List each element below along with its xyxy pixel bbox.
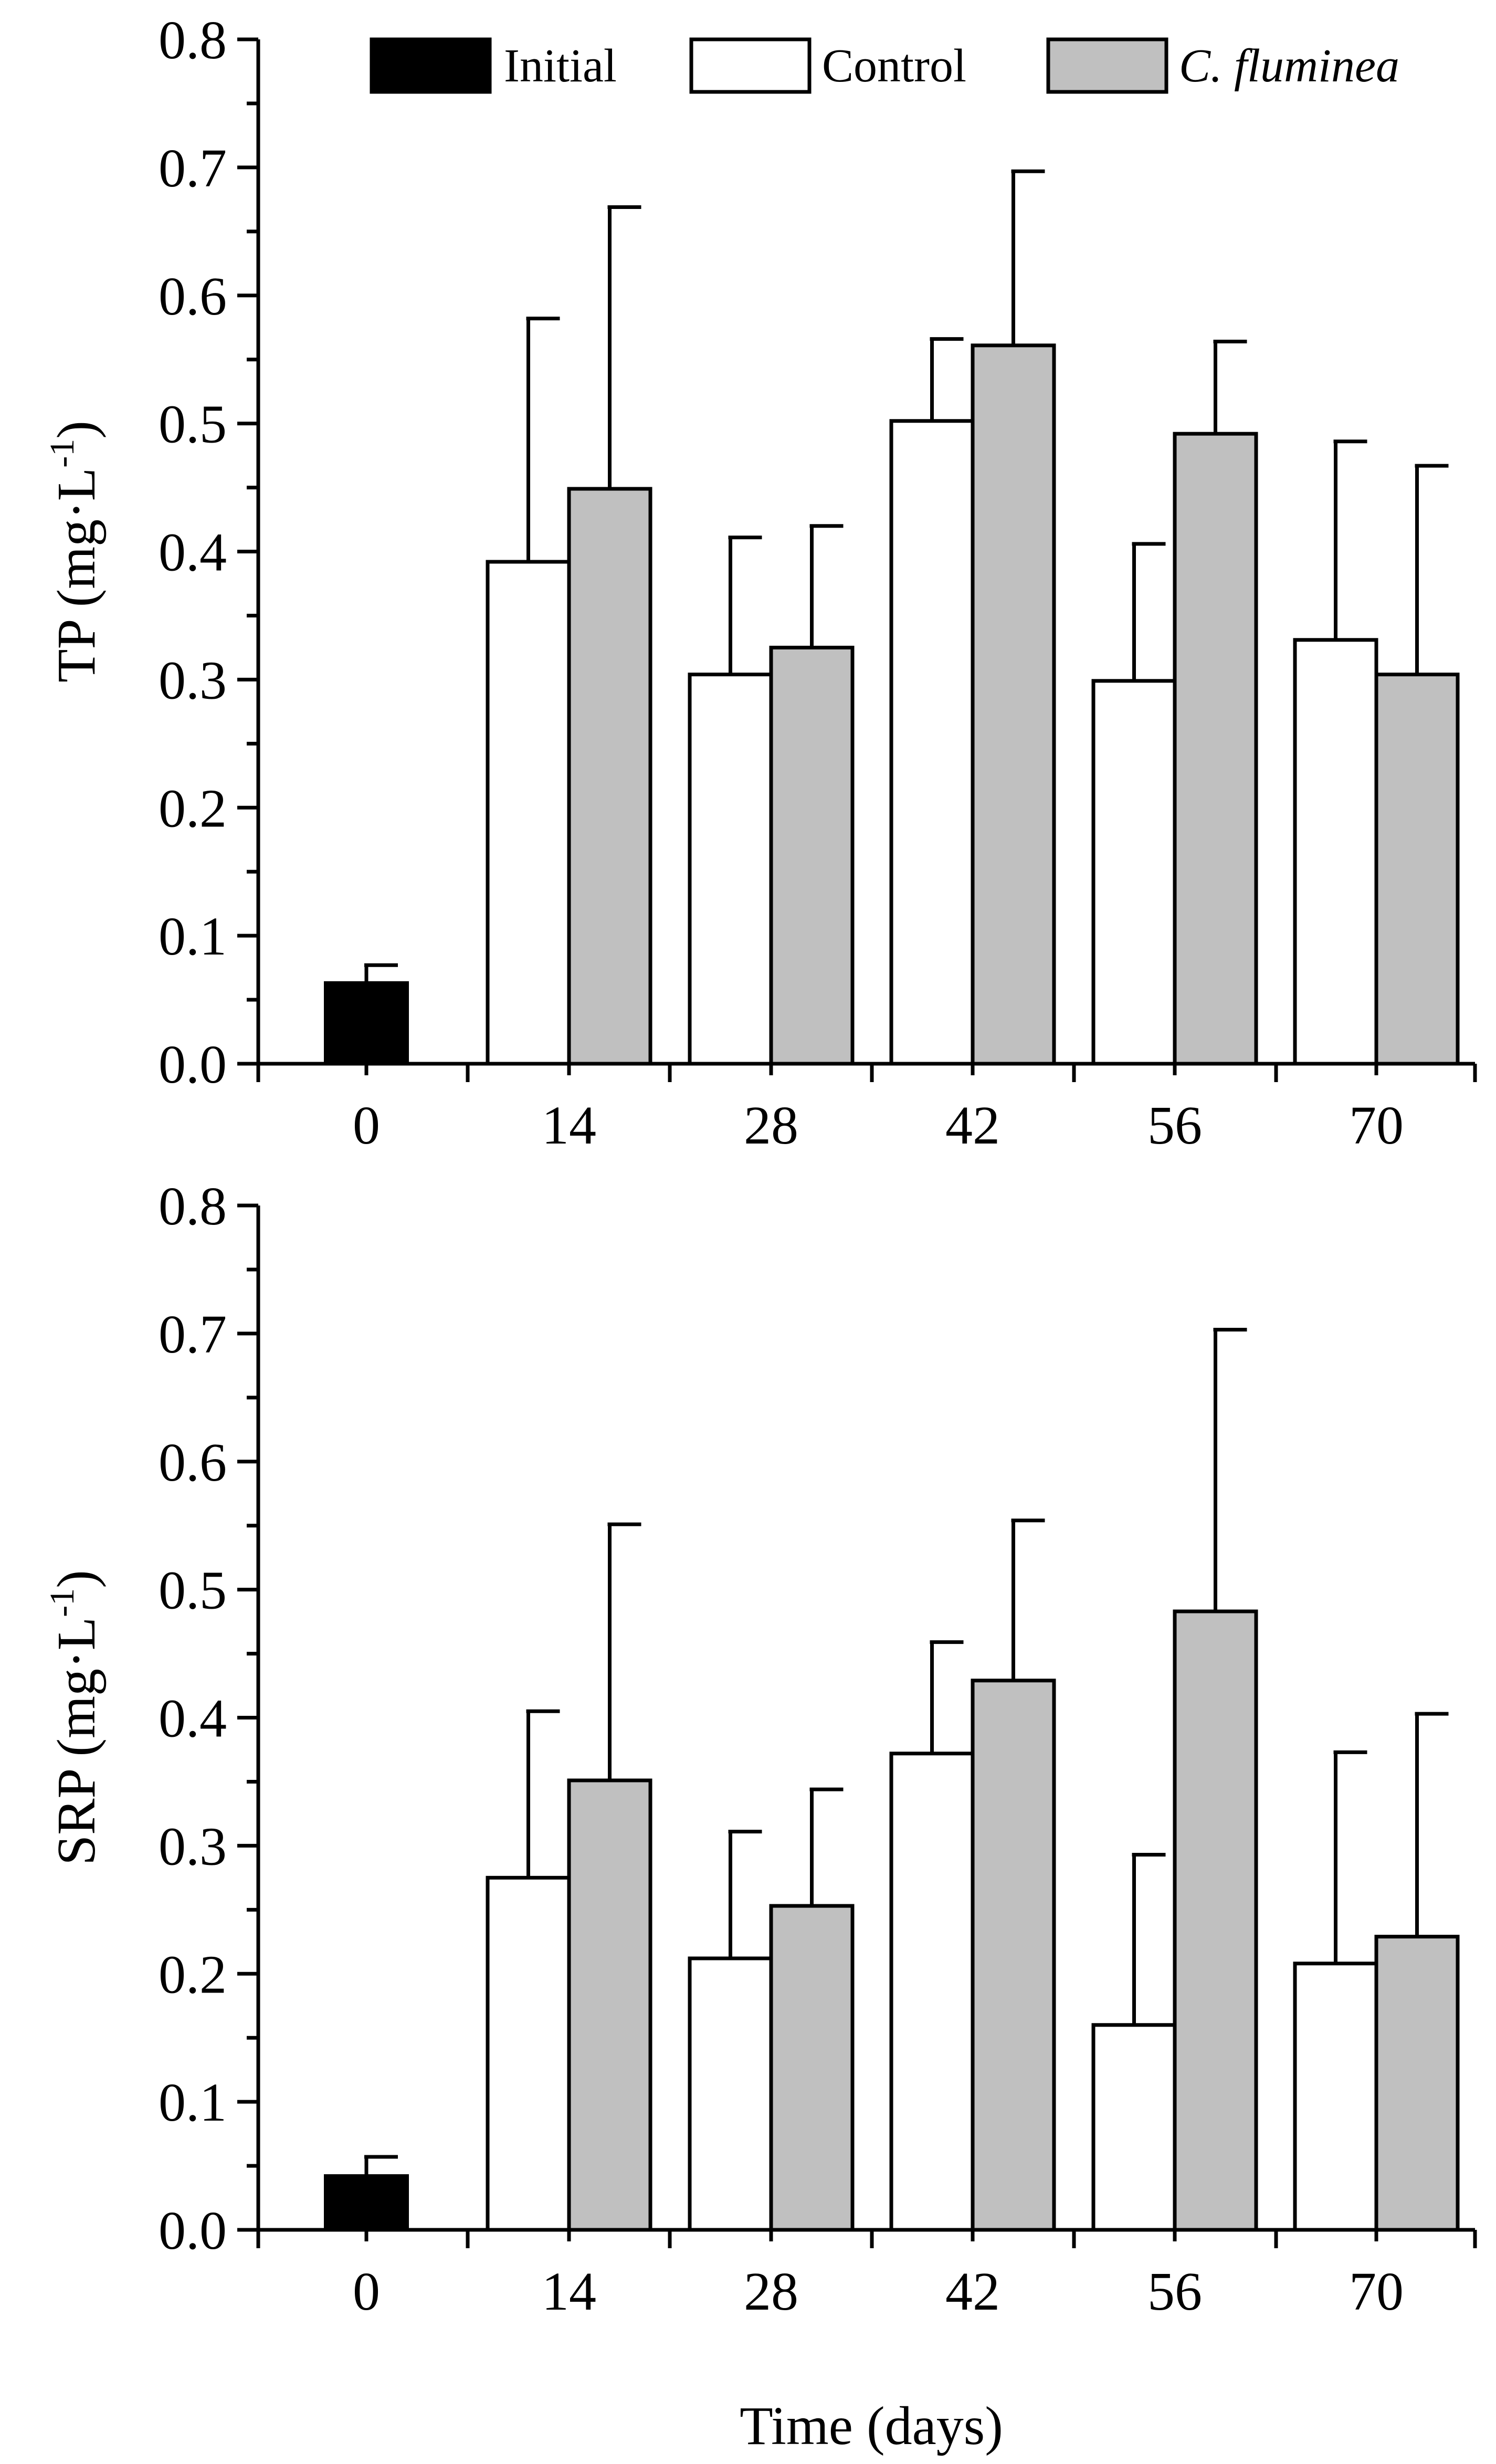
x-tick-label: 56 xyxy=(1147,1095,1202,1156)
y-tick-label: 0.4 xyxy=(159,1689,227,1749)
y-tick-label: 0.5 xyxy=(159,394,227,455)
control-bar xyxy=(688,673,773,1066)
y-axis-title-close: ) xyxy=(46,421,107,439)
y-tick-label: 0.3 xyxy=(159,1816,227,1876)
c-fluminea-bar xyxy=(769,645,855,1066)
c-fluminea-bar xyxy=(567,487,652,1066)
y-tick-label: 0.4 xyxy=(159,522,227,583)
x-tick-label: 70 xyxy=(1349,2261,1404,2322)
control-bar xyxy=(889,1752,975,2232)
control-bar xyxy=(1293,638,1378,1066)
control-bar xyxy=(688,1956,773,2232)
y-tick-label: 0.6 xyxy=(159,266,227,327)
y-axis-title-unit: L xyxy=(46,468,107,501)
c-fluminea-bar xyxy=(769,1904,855,2232)
y-tick-label: 0.8 xyxy=(159,1176,227,1236)
y-axis-title-close: ) xyxy=(46,1570,107,1588)
legend-label-3: C. fluminea xyxy=(1179,40,1399,92)
c-fluminea-bar xyxy=(567,1778,652,2232)
y-tick-label: 0.3 xyxy=(159,650,227,710)
y-axis-title-exp: -1 xyxy=(43,1588,81,1617)
y-axis-title: TP (mg·L-1) xyxy=(43,421,107,683)
tp-panel: 0.0 0.1 0.2 0.3 0.4 0.5 0.6 0.7 0.8 0 14 28 42 56 70 TP… xyxy=(43,10,1477,1156)
c-fluminea-bar xyxy=(1173,432,1258,1066)
x-tick-label: 14 xyxy=(542,1095,596,1156)
y-tick-label: 0.7 xyxy=(159,138,227,198)
initial-bar xyxy=(324,2174,409,2232)
c-fluminea-bar xyxy=(1173,1609,1258,2232)
y-tick-label: 0.1 xyxy=(159,2072,227,2133)
legend-swatch-1 xyxy=(370,37,492,94)
y-axis-title-dot: · xyxy=(46,501,107,519)
x-tick-label: 42 xyxy=(945,1095,1000,1156)
x-tick-label: 56 xyxy=(1147,2261,1202,2322)
y-tick-label: 0.0 xyxy=(159,1034,227,1095)
x-tick-label: 0 xyxy=(353,1095,380,1156)
control-bar xyxy=(486,560,571,1066)
initial-bar xyxy=(324,981,409,1066)
control-bar xyxy=(486,1875,571,2232)
x-tick-label: 14 xyxy=(542,2261,596,2322)
y-tick-label: 0.2 xyxy=(159,778,227,838)
legend-label-1: Initial xyxy=(504,40,617,92)
y-axis-title: SRP (mg·L-1) xyxy=(43,1570,107,1865)
control-bar xyxy=(889,419,975,1066)
x-tick-label: 70 xyxy=(1349,1095,1404,1156)
y-tick-label: 0.1 xyxy=(159,906,227,967)
y-axis-title-unit: L xyxy=(46,1617,107,1651)
y-axis-title-dot: · xyxy=(46,1650,107,1669)
x-tick-label: 42 xyxy=(945,2261,1000,2322)
x-tick-label: 28 xyxy=(744,1095,798,1156)
legend-swatch-3 xyxy=(1046,37,1168,94)
y-axis-title-main: SRP (mg xyxy=(46,1669,107,1865)
x-tick-label: 0 xyxy=(353,2261,380,2322)
control-bar xyxy=(1091,2023,1177,2232)
x-tick-label: 28 xyxy=(744,2261,798,2322)
y-tick-label: 0.8 xyxy=(159,10,227,70)
y-tick-label: 0.2 xyxy=(159,1944,227,2005)
c-fluminea-bar xyxy=(971,1679,1056,2232)
y-tick-label: 0.6 xyxy=(159,1432,227,1493)
srp-panel: 0.0 0.1 0.2 0.3 0.4 0.5 0.6 0.7 0.8 0 14 28 42 56 70 SR… xyxy=(43,1176,1477,2322)
y-tick-label: 0.5 xyxy=(159,1560,227,1621)
y-tick-label: 0.7 xyxy=(159,1304,227,1365)
legend-swatch-2 xyxy=(689,37,812,94)
control-bar xyxy=(1091,679,1177,1066)
legend-label-2: Control xyxy=(822,40,966,92)
c-fluminea-bar xyxy=(971,343,1056,1066)
c-fluminea-bar xyxy=(1374,1935,1460,2232)
y-axis-title-exp: -1 xyxy=(43,439,81,468)
x-axis-title: Time (days) xyxy=(740,2396,1003,2456)
y-axis-title-main: TP (mg xyxy=(46,519,107,683)
y-tick-label: 0.0 xyxy=(159,2200,227,2261)
legend: Initial Control C. fluminea xyxy=(370,37,1399,94)
c-fluminea-bar xyxy=(1374,673,1460,1066)
control-bar xyxy=(1293,1962,1378,2232)
